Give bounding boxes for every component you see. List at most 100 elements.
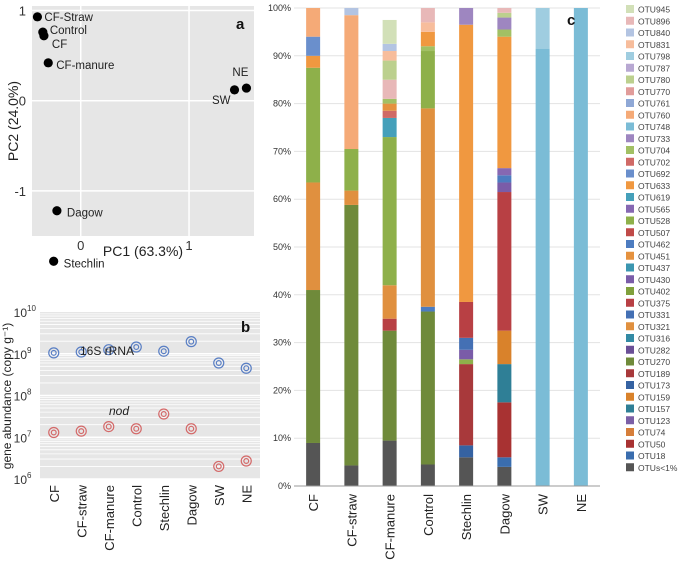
legend-swatch <box>626 404 634 413</box>
legend-swatch <box>626 181 634 190</box>
panel-b-y-tick-exponent: 7 <box>27 429 32 438</box>
panel-a-point-label: CF <box>52 39 67 51</box>
panel-b-point-outer <box>103 420 115 433</box>
legend-label: OTU74 <box>638 428 666 438</box>
panel-b-point-outer <box>185 423 197 435</box>
panel-c-bar-segment <box>382 137 397 286</box>
legend-label: OTU692 <box>638 169 670 179</box>
panel-c-bar-segment <box>420 8 435 23</box>
legend-swatch <box>626 228 634 237</box>
panel-c-bars <box>306 8 588 486</box>
legend-label: OTU462 <box>638 240 670 250</box>
panel-b-point-inner <box>78 428 85 435</box>
panel-a-point <box>43 58 53 68</box>
panel-b-point-inner <box>188 338 195 345</box>
panel-c-y-tick-label: 100% <box>268 3 291 13</box>
legend-label: OTU760 <box>638 110 670 120</box>
panel-c-bar-segment <box>459 349 474 360</box>
legend-label: OTU159 <box>638 392 670 402</box>
panel-b-point-outer <box>158 408 170 420</box>
panel-a-y-tick-label: 1 <box>19 4 26 19</box>
panel-c-bar-segment <box>497 330 512 365</box>
panel-c-bar-segment <box>535 8 550 49</box>
series-label-nod: nod <box>109 404 129 418</box>
panel-c-bar-segment <box>497 17 512 30</box>
panel-c-bar-segment <box>382 318 397 331</box>
panel-c-y-tick-label: 40% <box>273 290 291 300</box>
panel-b-y-tick-label: 10 <box>14 390 28 404</box>
panel-c-x-tick-label: CF-manure <box>383 494 398 560</box>
legend-swatch <box>626 169 634 178</box>
panel-a-point <box>39 31 49 41</box>
panel-a-point-label: Stechlin <box>64 258 105 270</box>
panel-c-y-tick-label: 30% <box>273 338 291 348</box>
legend-label: OTU780 <box>638 75 670 85</box>
panel-b-point-inner <box>160 348 167 355</box>
panel-c-bar-segment <box>382 51 397 61</box>
legend-label: OTU748 <box>638 122 670 132</box>
legend-label: OTU123 <box>638 416 670 426</box>
panel-c-y-tick-label: 0% <box>278 481 291 491</box>
panel-b-point-outer <box>240 455 252 467</box>
panel-c-bar-segment <box>420 22 435 32</box>
legend-swatch <box>626 193 634 201</box>
legend-swatch <box>626 381 634 389</box>
panel-b-x-tick-label: CF <box>47 485 62 502</box>
panel-c-letter: c <box>567 12 575 29</box>
legend-label: OTU770 <box>638 87 670 97</box>
panel-c-bar-segment <box>420 464 435 486</box>
legend-swatch <box>626 451 634 460</box>
legend-swatch <box>626 392 634 401</box>
panel-b-x-tick-label: NE <box>239 485 254 503</box>
panel-a-gridlines <box>32 6 254 236</box>
legend-label: OTU189 <box>638 369 670 379</box>
legend-swatch <box>626 16 634 25</box>
panel-c-bar-segment <box>382 79 397 99</box>
panel-c-bar-segment <box>459 8 474 25</box>
legend-swatch <box>626 369 634 378</box>
panel-a-points <box>32 12 252 266</box>
panel-c-bar-segment <box>497 457 512 467</box>
legend-label: OTU733 <box>638 134 670 144</box>
panel-c-bar-segment <box>497 12 512 18</box>
panel-c-x-tick-label: Dagow <box>497 493 512 534</box>
panel-c-bar-segment <box>306 8 321 37</box>
panel-c-y-tick-label: 10% <box>273 433 291 443</box>
panel-a-point-label: NE <box>232 67 248 79</box>
panel-b-y-tick-exponent: 9 <box>27 346 32 355</box>
panel-b-point-outer <box>48 426 60 439</box>
panel-c-bar-segment <box>382 19 397 44</box>
legend-label: OTUs<1% <box>638 463 678 473</box>
panel-b-x-tick-label: Stechlin <box>157 485 172 531</box>
panel-b-point-inner <box>215 463 222 470</box>
panel-c-bar-segment <box>382 330 397 441</box>
legend-swatch <box>626 216 634 225</box>
panel-c-bar-segment <box>344 190 359 205</box>
panel-a-point-label: Dagow <box>67 208 103 220</box>
panel-b-gridlines <box>40 313 260 480</box>
legend-label: OTU945 <box>638 5 670 15</box>
panel-a-y-axis-label: PC2 (24.0%) <box>5 81 21 161</box>
panel-a-letter: a <box>236 16 245 33</box>
panel-c-bar-segment <box>420 51 435 109</box>
panel-c-bar-segment <box>382 110 397 118</box>
legend-label: OTU507 <box>638 228 670 238</box>
panel-b-point-outer <box>213 357 225 369</box>
legend-swatch <box>626 416 634 425</box>
panel-c-y-tick-label: 60% <box>273 194 291 204</box>
panel-c-bar-segment <box>459 445 474 458</box>
panel-c-bar-segment <box>382 60 397 80</box>
panel-b-point-outer <box>158 345 170 357</box>
legend-swatch <box>626 157 634 166</box>
legend-label: OTU173 <box>638 381 670 391</box>
panel-b-point-outer <box>130 341 142 353</box>
panel-c-bar-segment <box>497 402 512 458</box>
panel-a-point <box>32 12 43 22</box>
legend-label: OTU331 <box>638 310 670 320</box>
panel-b-point-outer <box>213 460 225 473</box>
panel-a-x-tick-label: 0 <box>77 238 84 253</box>
panel-c-bar-segment <box>497 36 512 169</box>
panel-c-bar-segment <box>382 103 397 111</box>
